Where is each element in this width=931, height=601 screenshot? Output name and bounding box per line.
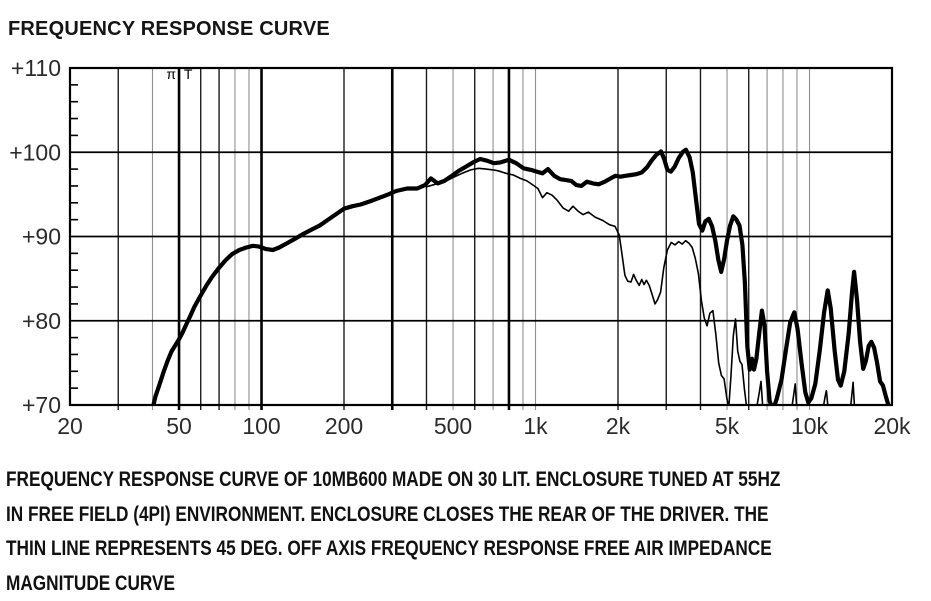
off-axis-curve xyxy=(427,168,862,409)
x-label-20: 20 xyxy=(57,413,83,439)
x-label-2k: 2k xyxy=(606,413,631,439)
horizontal-gridlines xyxy=(70,152,892,321)
x-label-20k: 20k xyxy=(873,413,911,439)
x-axis-labels: 20 50 100 200 500 1k 2k 5k 10k 20k xyxy=(57,413,911,439)
caption-line-4: MAGNITUDE CURVE xyxy=(6,567,765,601)
x-label-5k: 5k xyxy=(715,413,740,439)
x-label-200: 200 xyxy=(325,413,363,439)
x-label-1k: 1k xyxy=(523,413,548,439)
x-label-500: 500 xyxy=(434,413,472,439)
on-axis-curve xyxy=(153,150,890,410)
y-label-110: +110 xyxy=(11,55,61,81)
x-label-50: 50 xyxy=(166,413,192,439)
annotation-mark-1: π xyxy=(166,66,176,82)
caption-line-1: FREQUENCY RESPONSE CURVE OF 10MB600 MADE… xyxy=(6,463,765,498)
annotation-mark-2: T xyxy=(184,66,193,82)
y-label-90: +90 xyxy=(22,224,61,250)
caption-line-3: THIN LINE REPRESENTS 45 DEG. OFF AXIS FR… xyxy=(6,532,765,567)
chart-caption: FREQUENCY RESPONSE CURVE OF 10MB600 MADE… xyxy=(6,463,931,601)
x-label-100: 100 xyxy=(242,413,280,439)
y-label-100: +100 xyxy=(9,139,61,165)
x-label-10k: 10k xyxy=(791,413,829,439)
y-label-70: +70 xyxy=(22,392,61,418)
vertical-gridlines xyxy=(118,68,809,410)
y-axis-labels: +110 +100 +90 +80 +70 xyxy=(9,55,61,418)
y-label-80: +80 xyxy=(22,308,61,334)
caption-line-2: IN FREE FIELD (4PI) ENVIRONMENT. ENCLOSU… xyxy=(6,498,765,533)
